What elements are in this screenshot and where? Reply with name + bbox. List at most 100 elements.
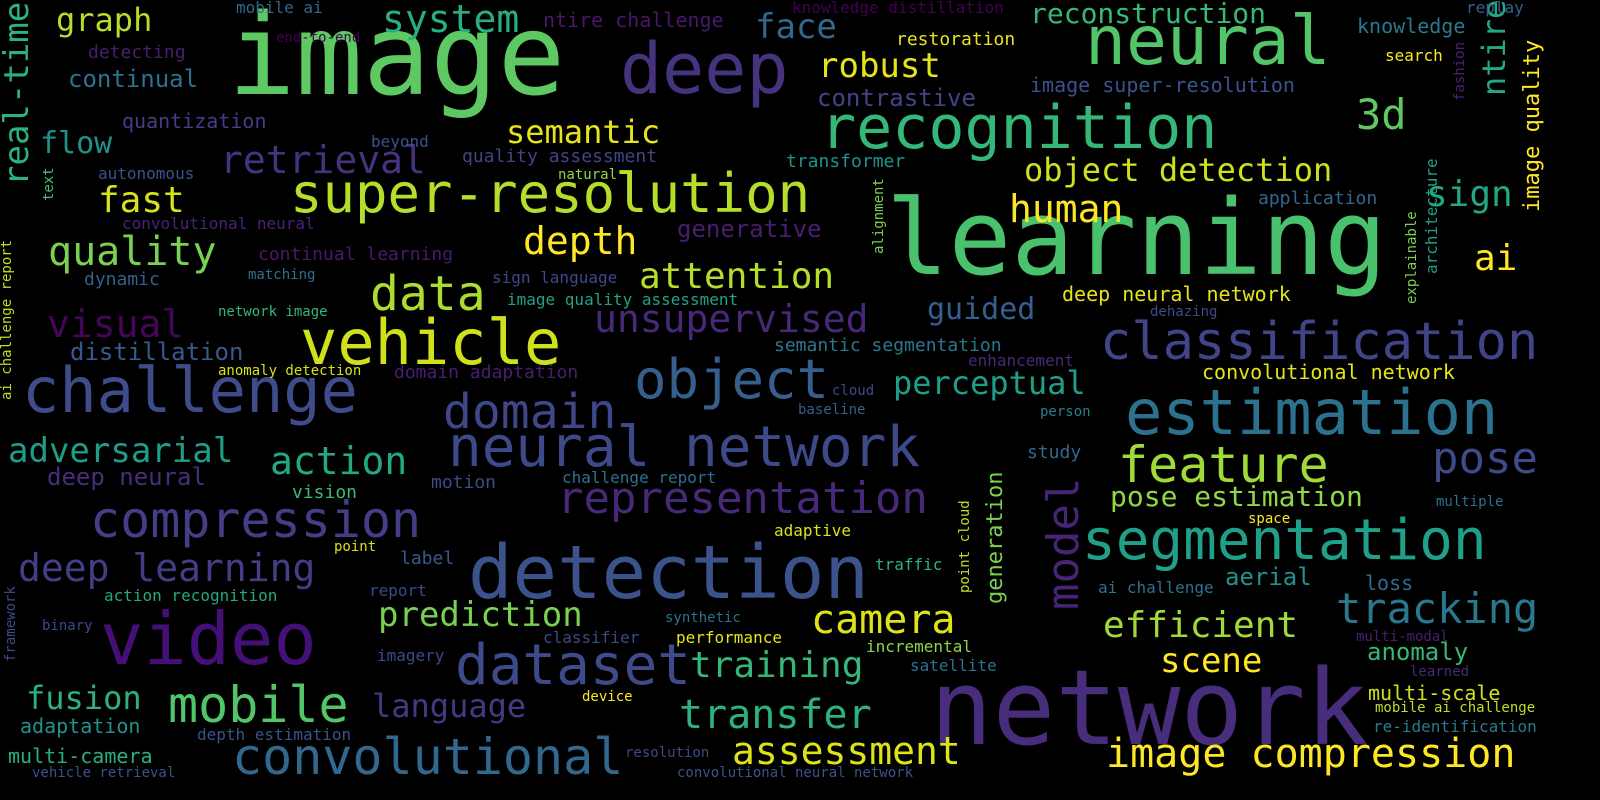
word-imagery: imagery xyxy=(377,646,445,665)
word-learning: learning xyxy=(886,177,1387,299)
word-multi-camera: multi-camera xyxy=(8,744,153,768)
word-mobile-ai: mobile ai xyxy=(236,0,323,17)
word-architecture: architecture xyxy=(1422,158,1441,274)
word-robust: robust xyxy=(818,46,941,86)
word-quantization: quantization xyxy=(122,109,267,133)
word-reconstruction: reconstruction xyxy=(1030,0,1267,30)
word-semantic: semantic xyxy=(506,113,661,151)
word-baseline: baseline xyxy=(798,402,866,418)
word-pose-estimation: pose estimation xyxy=(1110,480,1363,513)
word-detection: detection xyxy=(468,530,869,616)
word-adversarial: adversarial xyxy=(8,431,234,471)
word-quality-assessment: quality assessment xyxy=(462,146,658,167)
word-assessment: assessment xyxy=(732,729,961,773)
word-scene: scene xyxy=(1160,641,1263,681)
word-end-to-end: end-to-end xyxy=(276,30,361,46)
word-alignment: alignment xyxy=(871,178,887,254)
word-cloud: cloud xyxy=(832,383,875,399)
word-network-image: network image xyxy=(218,304,328,320)
word-adaptive: adaptive xyxy=(774,521,852,540)
word-autonomous: autonomous xyxy=(98,164,195,183)
word-loss: loss xyxy=(1365,571,1414,595)
word-motion: motion xyxy=(431,472,497,493)
word-anomaly-detection: anomaly detection xyxy=(218,363,362,379)
word-prediction: prediction xyxy=(378,595,583,635)
word-ntire-challenge: ntire challenge xyxy=(543,8,724,32)
word-traffic: traffic xyxy=(875,555,943,574)
word-knowledge-distillation: knowledge distillation xyxy=(792,0,1004,17)
word-contrastive: contrastive xyxy=(817,84,976,112)
word-report: report xyxy=(369,581,427,600)
word-camera: camera xyxy=(811,597,956,643)
word-training: training xyxy=(690,645,864,686)
word-adaptation: adaptation xyxy=(20,714,141,738)
word-synthetic: synthetic xyxy=(665,610,741,626)
word-estimation: estimation xyxy=(1125,376,1499,449)
word-multi-scale: multi-scale xyxy=(1368,681,1501,705)
word-convolutional-neural: convolutional neural xyxy=(122,214,315,233)
word-challenge-report: challenge report xyxy=(562,468,717,487)
word-aerial: aerial xyxy=(1225,563,1312,591)
word-face: face xyxy=(755,7,837,47)
word-representation: representation xyxy=(557,473,928,524)
word-human: human xyxy=(1009,187,1124,231)
word-resolution: resolution xyxy=(625,745,710,761)
word-language: language xyxy=(372,687,527,725)
word-detecting: detecting xyxy=(88,42,186,63)
word-3d: 3d xyxy=(1356,90,1407,139)
word-continual-learning: continual learning xyxy=(258,244,454,265)
word-graph: graph xyxy=(56,1,153,39)
word-performance: performance xyxy=(676,628,782,647)
word-dataset: dataset xyxy=(455,633,692,698)
word-efficient: efficient xyxy=(1103,605,1299,646)
word-text: text xyxy=(41,167,57,201)
word-image-quality-assessment: image quality assessment xyxy=(507,290,739,309)
word-anomaly: anomaly xyxy=(1367,638,1469,666)
word-action-recognition: action recognition xyxy=(104,586,278,605)
word-object-detection: object detection xyxy=(1024,151,1333,189)
word-incremental: incremental xyxy=(866,637,972,656)
word-multiple: multiple xyxy=(1436,494,1504,510)
word-deep-neural: deep neural xyxy=(47,463,206,491)
word-distillation: distillation xyxy=(70,338,244,366)
word-quality: quality xyxy=(48,229,217,275)
word-point: point xyxy=(334,539,377,555)
word-classification: classification xyxy=(1100,312,1539,372)
word-mobile: mobile xyxy=(168,676,349,734)
word-beyond: beyond xyxy=(371,132,429,151)
word-data: data xyxy=(370,266,486,322)
word-transfer: transfer xyxy=(679,692,872,738)
word-neural-network: neural network xyxy=(448,415,921,480)
word-vehicle-retrieval: vehicle retrieval xyxy=(32,765,176,781)
word-convolutional-network: convolutional network xyxy=(1202,360,1455,384)
word-ai: ai xyxy=(1474,238,1518,279)
word-generation: generation xyxy=(983,471,1008,604)
word-dehazing: dehazing xyxy=(1150,304,1218,320)
word-neural: neural xyxy=(1085,2,1331,81)
word-satellite: satellite xyxy=(910,656,997,675)
word-image-super-resolution: image super-resolution xyxy=(1030,73,1295,97)
word-pose: pose xyxy=(1432,433,1538,484)
word-framework: framework xyxy=(3,586,19,662)
word-semantic-segmentation: semantic segmentation xyxy=(774,335,1002,356)
word-explainable: explainable xyxy=(1404,211,1420,304)
word-point-cloud: point cloud xyxy=(957,500,973,593)
word-guided: guided xyxy=(927,292,1036,327)
word-visual: visual xyxy=(47,302,185,346)
word-real-time: real-time xyxy=(0,1,37,186)
word-model: model xyxy=(1038,477,1089,610)
word-deep: deep xyxy=(620,28,789,110)
word-application: application xyxy=(1258,188,1378,209)
word-natural: natural xyxy=(558,167,618,183)
word-mobile-ai-challenge: mobile ai challenge xyxy=(1375,700,1536,716)
word-space: space xyxy=(1248,511,1291,527)
word-convolutional: convolutional xyxy=(232,728,624,786)
word-image-quality: image quality xyxy=(1520,39,1545,212)
word-depth-estimation: depth estimation xyxy=(197,725,352,744)
word-classifier: classifier xyxy=(543,628,640,647)
word-perceptual: perceptual xyxy=(893,364,1086,402)
word-device: device xyxy=(582,689,633,705)
word-study: study xyxy=(1027,442,1082,463)
word-person: person xyxy=(1040,404,1091,420)
word-fusion: fusion xyxy=(26,679,142,717)
